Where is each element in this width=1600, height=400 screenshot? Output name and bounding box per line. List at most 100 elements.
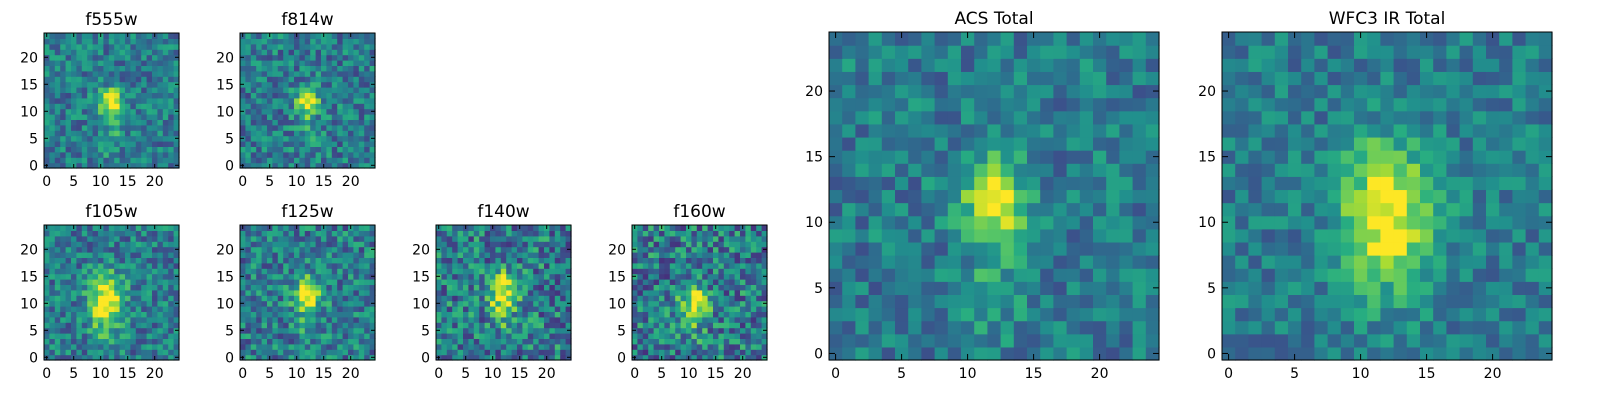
heatmap-cell: [130, 316, 137, 323]
heatmap-cell: [277, 135, 284, 142]
heatmap-cell: [315, 343, 322, 350]
heatmap-cell: [1235, 215, 1249, 230]
heatmap-cell: [740, 338, 746, 345]
heatmap-cell: [565, 257, 572, 264]
heatmap-cell: [1380, 307, 1395, 322]
heatmap-cell: [842, 202, 856, 217]
heatmap-cell: [544, 262, 550, 269]
heatmap-cell: [135, 343, 142, 350]
heatmap-cell: [326, 246, 333, 253]
heatmap-cell: [653, 268, 660, 275]
heatmap-cell: [544, 343, 550, 350]
heatmap-cell: [152, 295, 158, 302]
heatmap-cell: [1486, 255, 1500, 269]
heatmap-cell: [261, 135, 268, 142]
heatmap-cell: [632, 230, 638, 237]
heatmap-cell: [44, 49, 50, 56]
heatmap-cell: [750, 349, 757, 356]
heatmap-cell: [1235, 268, 1249, 282]
heatmap-cell: [369, 322, 376, 329]
heatmap-cell: [761, 279, 768, 285]
heatmap-cell: [358, 284, 365, 291]
heatmap-cell: [261, 333, 268, 339]
heatmap-cell: [87, 151, 94, 158]
heatmap-cell: [267, 316, 273, 323]
heatmap-cell: [267, 235, 273, 242]
heatmap-cell: [103, 54, 110, 61]
heatmap-cell: [71, 157, 77, 164]
heatmap-cell: [653, 316, 660, 323]
y-tick-label: 0: [29, 350, 38, 366]
heatmap-cell: [272, 343, 279, 350]
heatmap-cell: [310, 162, 317, 169]
heatmap-cell: [734, 241, 741, 248]
heatmap-cell: [310, 300, 317, 307]
heatmap-cell: [331, 135, 338, 142]
heatmap-cell: [1106, 215, 1120, 230]
heatmap-cell: [315, 235, 322, 242]
y-tick-label: 10: [805, 215, 823, 231]
heatmap-cell: [87, 316, 94, 323]
heatmap-cell: [511, 349, 518, 356]
heatmap-cell: [934, 307, 949, 322]
heatmap-cell: [326, 49, 333, 56]
heatmap-cell: [961, 176, 975, 191]
heatmap-cell: [315, 241, 322, 248]
heatmap-cell: [506, 230, 513, 237]
heatmap-cell: [729, 268, 736, 275]
heatmap-cell: [114, 327, 121, 334]
heatmap-cell: [299, 124, 306, 131]
heatmap-cell: [1261, 163, 1276, 177]
heatmap-cell: [245, 38, 252, 45]
heatmap-cell: [1053, 45, 1068, 59]
heatmap-cell: [479, 322, 486, 329]
heatmap-cell: [250, 268, 257, 275]
heatmap-cell: [1472, 333, 1487, 348]
heatmap-cell: [299, 65, 306, 72]
heatmap-cell: [868, 307, 883, 322]
heatmap-cell: [98, 38, 104, 45]
heatmap-cells: [632, 225, 768, 361]
heatmap-cell: [130, 43, 137, 50]
heatmap-cell: [125, 343, 131, 350]
heatmap-cell: [331, 225, 338, 231]
heatmap-cell: [299, 146, 306, 153]
heatmap-cell: [868, 136, 883, 151]
heatmap-cell: [369, 284, 376, 291]
heatmap-cell: [299, 349, 306, 356]
heatmap-cell: [54, 300, 61, 307]
heatmap-cell: [484, 306, 491, 312]
heatmap-cell: [315, 273, 322, 280]
heatmap-cell: [1538, 176, 1553, 191]
heatmap-cell: [686, 268, 692, 275]
heatmap-cell: [1459, 228, 1474, 243]
heatmap-cell: [92, 225, 99, 231]
heatmap-cell: [1013, 150, 1028, 164]
heatmap-cell: [1367, 189, 1381, 204]
heatmap-cell: [114, 70, 121, 77]
heatmap-cell: [49, 87, 56, 93]
heatmap-cell: [1000, 307, 1015, 322]
heatmap-cell: [642, 273, 649, 280]
heatmap-cell: [256, 327, 263, 334]
heatmap-cell: [1393, 163, 1408, 177]
heatmap-cell: [653, 300, 660, 307]
heatmap-cell: [675, 311, 682, 318]
heatmap-cell: [895, 84, 909, 99]
heatmap-cell: [342, 295, 349, 302]
heatmap-cell: [299, 333, 306, 339]
heatmap-cell: [1340, 228, 1355, 243]
heatmap-cell: [729, 306, 736, 312]
heatmap-cell: [321, 108, 327, 115]
heatmap-cell: [1053, 32, 1068, 46]
heatmap-cell: [669, 333, 676, 339]
heatmap-cell: [294, 252, 300, 258]
heatmap-cell: [1106, 163, 1120, 177]
heatmap-cell: [310, 103, 317, 110]
heatmap-cell: [358, 333, 365, 339]
heatmap-cell: [152, 241, 158, 248]
heatmap-cell: [299, 311, 306, 318]
heatmap-cell: [162, 60, 169, 66]
heatmap-cell: [60, 81, 67, 88]
heatmap-cell: [560, 230, 567, 237]
